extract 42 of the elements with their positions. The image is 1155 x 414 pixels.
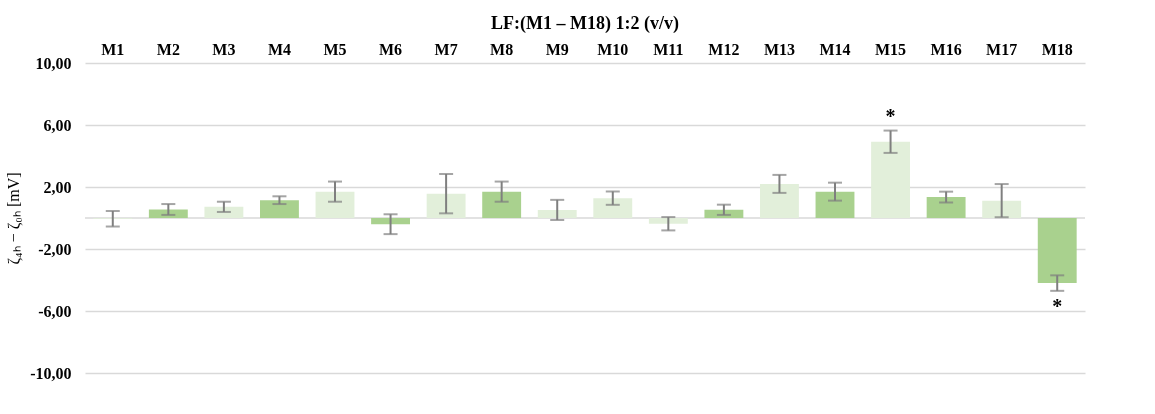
bar xyxy=(815,191,855,218)
bar xyxy=(426,193,466,218)
y-tick-label: -2,00 xyxy=(38,240,72,258)
x-tick-label: M8 xyxy=(490,40,514,58)
y-axis-title: ζ₄ₕ − ζ₀ₕ [mV] xyxy=(5,172,24,265)
y-tick-label: 6,00 xyxy=(43,116,72,134)
bar xyxy=(482,191,522,218)
x-tick-label: M12 xyxy=(708,40,740,58)
bar xyxy=(760,183,799,218)
bar xyxy=(648,218,688,224)
bar xyxy=(1037,218,1077,284)
data-label: * xyxy=(885,104,896,127)
data-label: * xyxy=(1052,294,1063,317)
bar xyxy=(260,200,299,218)
bar xyxy=(371,218,410,225)
x-tick-label: M7 xyxy=(434,40,458,58)
x-tick-label: M15 xyxy=(875,40,907,58)
y-tick-label: 2,00 xyxy=(43,178,72,196)
x-tick-label: M2 xyxy=(156,40,180,58)
y-tick-label: -10,00 xyxy=(30,364,72,382)
bar xyxy=(315,191,355,218)
x-tick-label: M4 xyxy=(267,40,291,58)
bar xyxy=(593,198,633,218)
x-tick-label: M11 xyxy=(653,40,684,58)
x-tick-label: M5 xyxy=(323,40,347,58)
x-tick-label: M16 xyxy=(930,40,962,58)
x-tick-label: M3 xyxy=(212,40,236,58)
x-tick-label: M14 xyxy=(819,40,851,58)
bar xyxy=(537,209,577,218)
x-tick-label: M17 xyxy=(986,40,1018,58)
x-tick-label: M9 xyxy=(545,40,569,58)
y-tick-label: -6,00 xyxy=(38,302,72,320)
x-tick-label: M13 xyxy=(763,40,795,58)
x-tick-label: M18 xyxy=(1041,40,1073,58)
y-tick-label: 10,00 xyxy=(35,54,72,72)
x-tick-label: M1 xyxy=(101,40,125,58)
x-tick-label: M10 xyxy=(597,40,629,58)
bar xyxy=(982,200,1022,218)
chart-title: LF:(M1 – M18) 1:2 (v/v) xyxy=(491,13,679,34)
bar xyxy=(926,197,966,218)
bar xyxy=(871,141,910,218)
x-tick-label: M6 xyxy=(379,40,403,58)
